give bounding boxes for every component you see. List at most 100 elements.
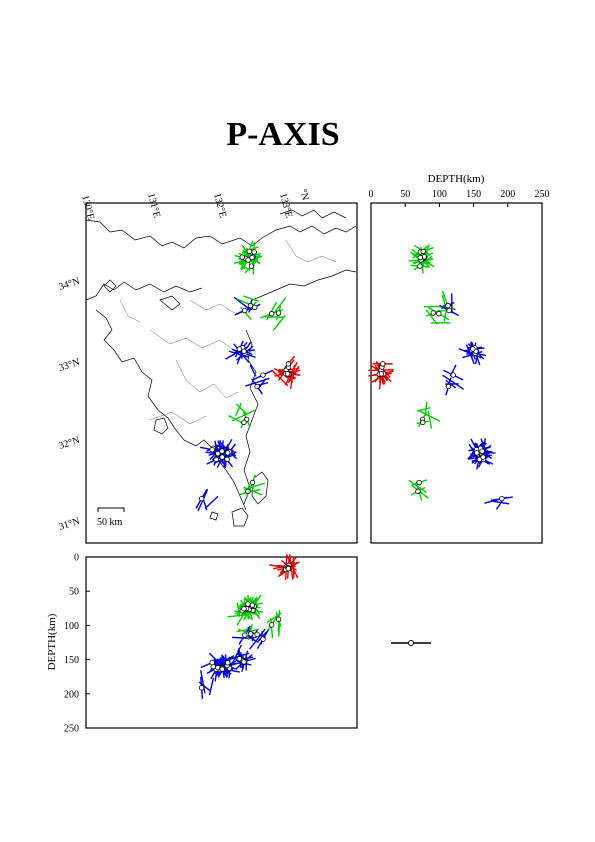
map-panel: 50 km 130°E 131°E 132°E 133°E °N 34°N 33… — [58, 188, 358, 544]
right-p-axis — [445, 379, 457, 389]
corner-label: °N — [297, 188, 311, 202]
scale-bar-label: 50 km — [97, 517, 123, 528]
map-p-axis — [233, 296, 251, 310]
map-p-axis — [228, 350, 250, 358]
legend — [391, 640, 431, 646]
bottom-event-marker — [241, 606, 247, 612]
map-event-marker — [246, 248, 252, 255]
map-event-marker — [239, 254, 245, 260]
map-p-axis — [289, 364, 296, 390]
right-event-marker — [430, 310, 437, 316]
lon-tick-label: 131°E — [145, 192, 162, 219]
right-event-marker — [479, 448, 485, 454]
bottom-p-axis — [247, 635, 259, 643]
bottom-ytick-label: 250 — [64, 724, 79, 735]
right-p-axis — [413, 255, 433, 271]
bottom-p-axis — [249, 628, 266, 650]
map-p-axis — [238, 262, 251, 272]
bottom-event-marker — [236, 656, 243, 662]
bottom-ytick-label: 100 — [64, 621, 79, 632]
bottom-event-marker — [247, 631, 254, 637]
bottom-p-axis — [270, 618, 274, 639]
right-event-marker — [499, 495, 505, 502]
right-xticks: 0 50 100 150 200 250 — [369, 189, 550, 207]
map-p-axis — [204, 495, 219, 509]
map-p-axis — [271, 297, 287, 316]
bottom-event-marker — [198, 685, 205, 691]
right-xtick-label: 50 — [400, 189, 410, 200]
map-event-marker — [248, 263, 255, 269]
bottom-event-marker — [285, 565, 292, 572]
bottom-event-marker — [224, 660, 231, 666]
right-event-marker — [416, 479, 422, 486]
right-event-marker — [450, 372, 456, 378]
right-event-marker — [445, 302, 451, 309]
map-event-marker — [198, 495, 205, 502]
map-event-marker — [247, 302, 254, 309]
map-frame — [85, 202, 358, 544]
right-xlabel: DEPTH(km) — [428, 173, 485, 185]
bottom-p-axis — [236, 602, 241, 617]
map-event-marker — [241, 348, 247, 355]
scale-bar: 50 km — [97, 507, 125, 528]
right-event-marker — [379, 361, 386, 367]
right-p-axis — [370, 370, 392, 384]
bottom-p-axis — [227, 614, 246, 618]
bottom-frame — [85, 556, 358, 729]
map-p-axis — [237, 298, 251, 306]
lat-tick-label: 31°N — [58, 516, 82, 533]
right-event-marker — [445, 383, 452, 390]
right-p-axis — [425, 309, 438, 325]
bottom-event-marker — [209, 659, 215, 666]
bottom-event-marker — [275, 616, 282, 623]
lon-tick-label: 130°E — [79, 194, 96, 221]
bottom-p-axis — [208, 677, 215, 696]
right-xtick-label: 100 — [432, 189, 447, 200]
map-event-marker — [245, 257, 251, 263]
map-event-marker — [251, 249, 257, 255]
lat-tick-label: 34°N — [58, 276, 82, 293]
right-xtick-label: 250 — [535, 189, 550, 200]
map-event-marker — [236, 346, 243, 352]
right-p-axis — [443, 305, 448, 322]
map-event-marker — [285, 361, 292, 367]
map-event-marker — [215, 450, 221, 457]
map-event-marker — [254, 383, 260, 390]
right-event-marker — [378, 371, 385, 377]
bottom-p-axis-lines — [198, 554, 300, 699]
map-p-axis — [266, 301, 278, 321]
right-event-marker — [417, 263, 423, 269]
bottom-event-marker — [268, 622, 275, 628]
right-p-axis — [427, 410, 433, 429]
right-event-marker — [470, 346, 476, 352]
map-p-axis — [234, 402, 242, 417]
map-p-axis — [245, 377, 270, 387]
bottom-event-marker — [260, 636, 266, 642]
right-event-marker — [436, 311, 442, 317]
right-xtick-label: 150 — [466, 189, 481, 200]
map-event-marker — [284, 371, 291, 377]
map-event-marker — [241, 419, 247, 426]
right-event-marker — [415, 488, 421, 495]
right-event-marker — [417, 254, 423, 261]
map-event-marker — [219, 448, 225, 454]
bottom-event-marker — [219, 666, 225, 672]
right-p-axis — [416, 407, 431, 412]
map-event-marker — [209, 446, 215, 453]
right-p-axis — [458, 348, 482, 359]
right-event-marker — [474, 450, 480, 456]
bottom-event-marker — [242, 632, 248, 638]
map-event-marker — [275, 310, 282, 316]
map-p-axis — [272, 314, 286, 331]
map-event-marker — [260, 372, 266, 378]
map-p-axis — [235, 403, 248, 415]
map-event-marker — [224, 450, 231, 456]
lat-tick-labels: 34°N 33°N 32°N 31°N — [58, 276, 82, 533]
map-p-axis — [243, 295, 260, 302]
coastline — [85, 209, 357, 527]
map-event-marker — [249, 254, 255, 261]
bottom-event-marker — [249, 602, 256, 608]
map-event-marker — [213, 456, 219, 463]
legend-marker — [408, 640, 414, 646]
